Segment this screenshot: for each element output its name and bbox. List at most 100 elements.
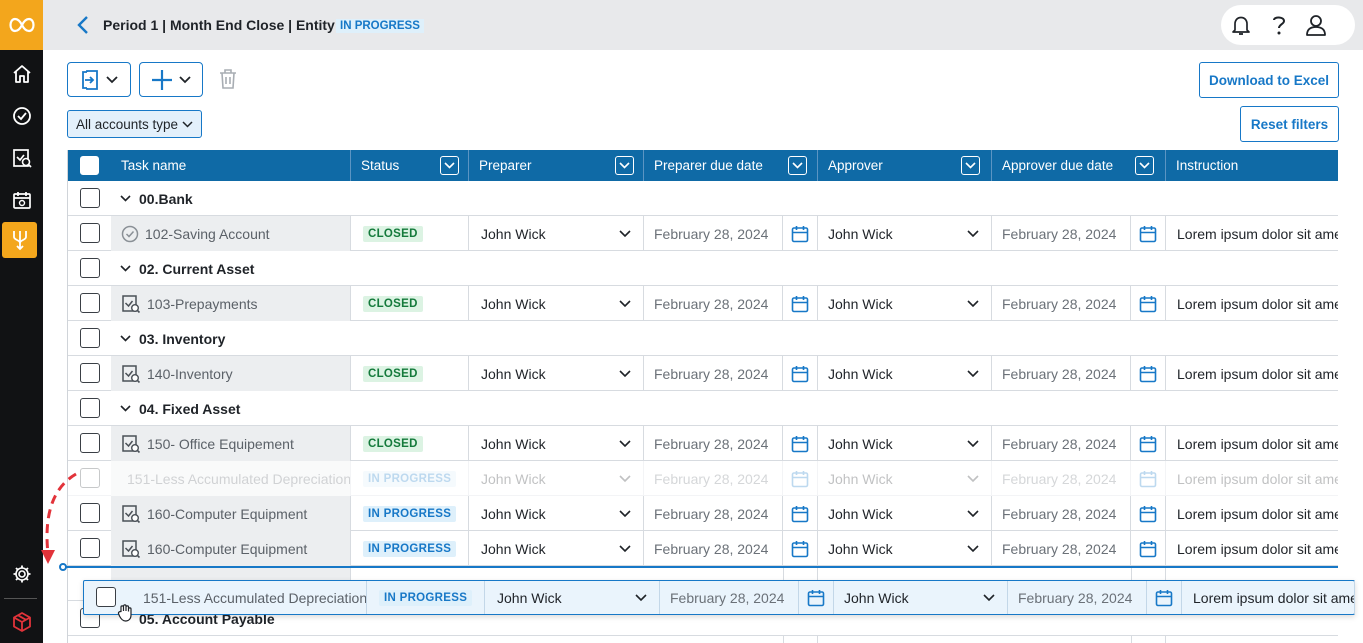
approver-due-date-input[interactable]: February 28, 2024 <box>992 426 1131 461</box>
approver-select[interactable]: John Wick <box>818 216 992 251</box>
approver-select[interactable]: John Wick <box>818 461 992 496</box>
table-row[interactable]: 160-Computer Equipment IN PROGRESS John Wi… <box>68 496 1338 531</box>
dragged-row[interactable]: 151-Less Accumulated Depreciation IN PROG… <box>83 580 1355 615</box>
row-checkbox[interactable] <box>80 433 100 453</box>
preparer-due-date-input[interactable]: February 28, 2024 <box>644 216 783 251</box>
preparer-due-date-input[interactable]: February 28, 2024 <box>644 496 783 531</box>
table-row[interactable] <box>68 636 1338 643</box>
approver-date-picker-button[interactable] <box>1131 216 1166 251</box>
approver-due-date-input[interactable]: February 28, 2024 <box>992 461 1131 496</box>
accounts-type-filter[interactable]: All accounts type <box>67 110 203 138</box>
approver-due-date-input[interactable]: February 28, 2024 <box>992 356 1131 391</box>
preparer-date-picker-button[interactable] <box>783 286 818 321</box>
approver-date-picker-button[interactable] <box>1131 496 1166 531</box>
notifications-button[interactable] <box>1230 14 1252 36</box>
import-button[interactable] <box>67 62 131 97</box>
delete-button[interactable] <box>218 68 238 95</box>
approver-date-picker-button[interactable] <box>1131 286 1166 321</box>
approver-date-picker-button[interactable] <box>1131 461 1166 496</box>
table-row[interactable]: 102-Saving Account CLOSED John Wick Februar… <box>68 216 1338 251</box>
row-checkbox[interactable] <box>96 587 116 607</box>
preparer-select[interactable]: John Wick <box>469 461 644 496</box>
task-name-cell[interactable]: 102-Saving Account <box>111 216 351 251</box>
select-all-checkbox[interactable] <box>80 156 99 175</box>
approver-date-picker-button[interactable] <box>1131 356 1166 391</box>
back-button[interactable] <box>76 15 90 40</box>
preparer-due-filter-button[interactable] <box>788 156 807 175</box>
preparer-due-date-input[interactable]: February 28, 2024 <box>660 581 799 614</box>
preparer-date-picker-button[interactable] <box>783 531 818 566</box>
table-row[interactable]: 160-Computer Equipment IN PROGRESS John Wi… <box>68 531 1338 566</box>
preparer-date-picker-button[interactable] <box>799 581 834 614</box>
group-row[interactable]: 00.Bank <box>68 181 1338 216</box>
approver-due-date-input[interactable]: February 28, 2024 <box>992 286 1131 321</box>
approver-filter-button[interactable] <box>961 156 980 175</box>
group-row[interactable]: 04. Fixed Asset <box>68 391 1338 426</box>
reset-filters-button[interactable]: Reset filters <box>1240 106 1339 142</box>
group-toggle[interactable]: 02. Current Asset <box>120 251 254 286</box>
app-logo[interactable] <box>0 0 43 50</box>
approver-select[interactable]: John Wick <box>834 581 1008 614</box>
preparer-select[interactable]: John Wick <box>469 426 644 461</box>
task-name-cell[interactable]: 140-Inventory <box>111 356 351 391</box>
preparer-select[interactable]: John Wick <box>469 356 644 391</box>
group-row[interactable]: 03. Inventory <box>68 321 1338 356</box>
row-checkbox[interactable] <box>80 503 100 523</box>
approver-select[interactable]: John Wick <box>818 286 992 321</box>
group-toggle[interactable]: 00.Bank <box>120 181 193 216</box>
approver-due-date-input[interactable]: February 28, 2024 <box>992 216 1131 251</box>
approver-date-picker-button[interactable] <box>1131 531 1166 566</box>
approver-select[interactable]: John Wick <box>818 426 992 461</box>
task-name-cell[interactable]: 151-Less Accumulated Depreciation <box>111 461 351 496</box>
help-button[interactable] <box>1268 14 1290 36</box>
preparer-filter-button[interactable] <box>615 156 634 175</box>
task-name-cell[interactable]: 150- Office Equipement <box>111 426 351 461</box>
preparer-select[interactable]: John Wick <box>469 496 644 531</box>
download-excel-button[interactable]: Download to Excel <box>1199 62 1339 98</box>
approver-due-date-input[interactable]: February 28, 2024 <box>992 496 1131 531</box>
nav-brand[interactable] <box>0 602 43 642</box>
preparer-due-date-input[interactable]: February 28, 2024 <box>644 461 783 496</box>
row-checkbox[interactable] <box>80 258 100 278</box>
preparer-due-date-input[interactable]: February 28, 2024 <box>644 286 783 321</box>
task-name-cell[interactable]: 103-Prepayments <box>111 286 351 321</box>
preparer-select[interactable]: John Wick <box>485 581 660 614</box>
preparer-date-picker-button[interactable] <box>783 426 818 461</box>
group-toggle[interactable]: 03. Inventory <box>120 321 225 356</box>
row-checkbox[interactable] <box>80 188 100 208</box>
preparer-due-date-input[interactable]: February 28, 2024 <box>644 356 783 391</box>
preparer-date-picker-button[interactable] <box>783 461 818 496</box>
table-row[interactable]: 103-Prepayments CLOSED John Wick February 2… <box>68 286 1338 321</box>
approver-due-filter-button[interactable] <box>1135 156 1154 175</box>
preparer-select[interactable]: John Wick <box>469 531 644 566</box>
preparer-date-picker-button[interactable] <box>783 496 818 531</box>
row-checkbox[interactable] <box>80 363 100 383</box>
row-checkbox[interactable] <box>80 468 100 488</box>
status-filter-button[interactable] <box>440 156 459 175</box>
approver-select[interactable]: John Wick <box>818 496 992 531</box>
approver-due-date-input[interactable]: February 28, 2024 <box>1008 581 1147 614</box>
nav-calendar[interactable] <box>0 180 43 220</box>
preparer-due-date-input[interactable]: February 28, 2024 <box>644 531 783 566</box>
nav-tasks[interactable] <box>0 96 43 136</box>
nav-workflow[interactable] <box>2 222 37 258</box>
approver-due-date-input[interactable]: February 28, 2024 <box>992 531 1131 566</box>
preparer-select[interactable]: John Wick <box>469 216 644 251</box>
preparer-select[interactable]: John Wick <box>469 286 644 321</box>
table-row[interactable]: 140-Inventory CLOSED John Wick February 28,… <box>68 356 1338 391</box>
nav-review[interactable] <box>0 138 43 178</box>
row-checkbox[interactable] <box>80 538 100 558</box>
group-row[interactable]: 02. Current Asset <box>68 251 1338 286</box>
task-name-cell[interactable]: 160-Computer Equipment <box>111 531 351 566</box>
preparer-due-date-input[interactable]: February 28, 2024 <box>644 426 783 461</box>
row-checkbox[interactable] <box>80 293 100 313</box>
nav-settings[interactable] <box>0 554 43 594</box>
group-toggle[interactable]: 04. Fixed Asset <box>120 391 240 426</box>
preparer-date-picker-button[interactable] <box>783 356 818 391</box>
approver-date-picker-button[interactable] <box>1131 426 1166 461</box>
row-checkbox[interactable] <box>80 398 100 418</box>
nav-home[interactable] <box>0 54 43 94</box>
row-checkbox[interactable] <box>80 328 100 348</box>
preparer-date-picker-button[interactable] <box>783 216 818 251</box>
approver-select[interactable]: John Wick <box>818 356 992 391</box>
